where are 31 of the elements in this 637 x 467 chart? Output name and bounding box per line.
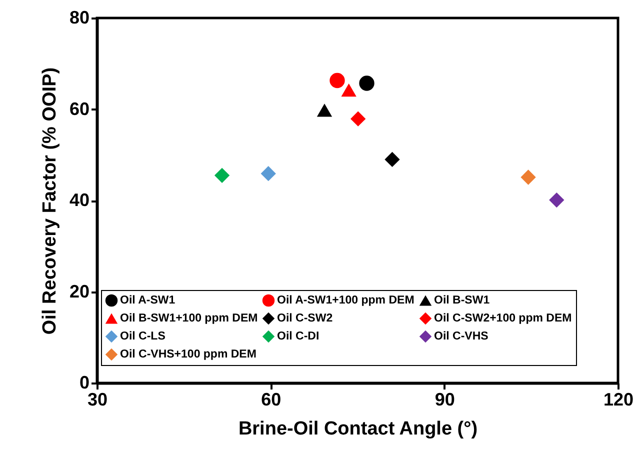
point (316, 104, 332, 117)
y-tick-label: 20 (69, 281, 90, 302)
legend-label: Oil C-SW2 (277, 312, 333, 324)
y-tick-label: 60 (69, 98, 90, 119)
legend-label: Oil C-VHS (434, 330, 489, 342)
legend-label: Oil B-SW1+100 ppm DEM (120, 312, 258, 324)
x-tick-label: 120 (603, 390, 634, 410)
legend-label: Oil A-SW1 (120, 294, 176, 306)
point (520, 170, 536, 185)
y-tick-label: 40 (69, 190, 90, 210)
x-tick-label: 30 (87, 390, 108, 410)
point (214, 168, 230, 183)
legend-label: Oil C-LS (120, 330, 166, 342)
x-axis-title: Brine-Oil Contact Angle (°) (238, 418, 478, 440)
x-tick-label: 90 (434, 390, 455, 410)
point (260, 166, 276, 182)
point (549, 192, 564, 208)
y-axis-title: Oil Recovery Factor (% OOIP) (39, 67, 60, 335)
point (350, 111, 366, 126)
point (330, 72, 345, 88)
legend-label: Oil C-DI (277, 330, 320, 342)
point (359, 76, 374, 91)
legend-label: Oil A-SW1+100 ppm DEM (277, 294, 414, 306)
y-tick-label: 80 (69, 8, 90, 28)
y-tick-label: 0 (79, 372, 90, 392)
point (384, 152, 400, 168)
legend-label: Oil C-SW2+100 ppm DEM (434, 312, 572, 324)
legend-label: Oil B-SW1 (434, 294, 490, 306)
point (341, 84, 356, 97)
legend-label: Oil C-VHS+100 ppm DEM (120, 348, 256, 360)
x-tick-label: 60 (261, 390, 282, 410)
